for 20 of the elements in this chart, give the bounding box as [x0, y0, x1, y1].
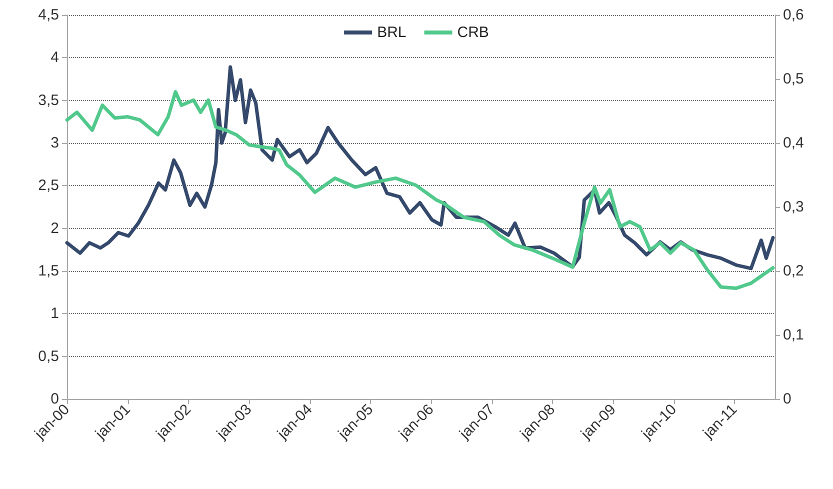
y-tick-label: 1,5	[38, 262, 59, 280]
y-tick-label: 3,5	[38, 92, 59, 109]
legend-label: CRB	[457, 24, 489, 41]
y-tick-label: 2,5	[38, 177, 59, 194]
y-tick-label: 0,5	[38, 348, 59, 365]
y-tick-label: 0	[50, 390, 59, 408]
y2-tick-label: 0,5	[783, 70, 804, 88]
y2-tick-label: 0,6	[783, 6, 804, 24]
y2-tick-label: 0,1	[783, 326, 804, 344]
y2-tick-label: 0,4	[783, 134, 804, 152]
y2-tick-label: 0,3	[783, 198, 804, 216]
y-tick-label: 2	[50, 220, 59, 237]
y-tick-label: 4	[50, 49, 59, 66]
y2-tick-label: 0	[783, 390, 792, 408]
y-tick-label: 4,5	[38, 6, 59, 24]
line-series	[65, 90, 775, 290]
y2-tick-label: 0,2	[783, 262, 804, 280]
legend-label: BRL	[377, 24, 406, 41]
y-tick-label: 3	[50, 134, 59, 152]
y-tick-label: 1	[50, 305, 59, 322]
